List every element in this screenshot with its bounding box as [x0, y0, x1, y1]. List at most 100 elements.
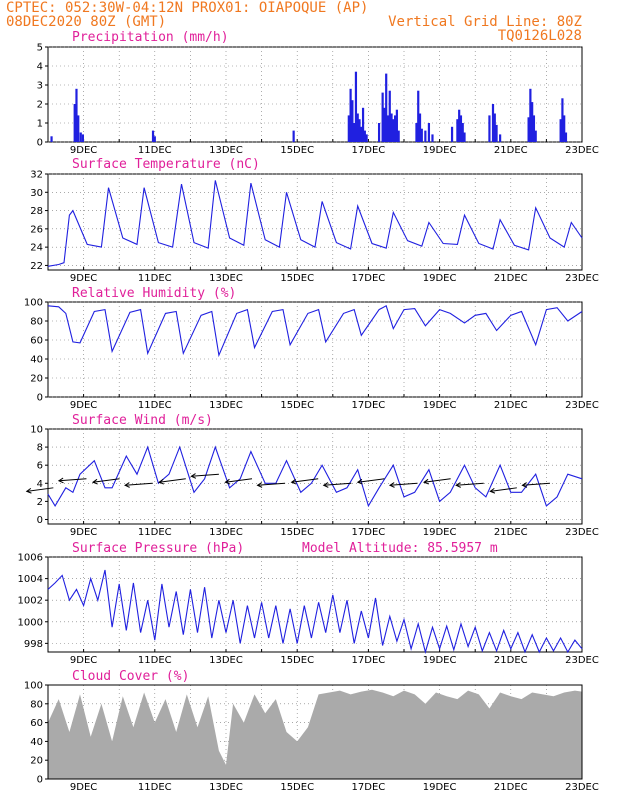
precip-bar	[397, 130, 400, 142]
precip-bar	[388, 90, 391, 142]
precip-bar	[79, 132, 82, 142]
temp-xtick-label: 19DEC	[423, 273, 457, 284]
precip-bar	[381, 92, 384, 142]
rh-xtick-label: 15DEC	[280, 400, 314, 411]
cloud-ytick-label: 0	[37, 775, 43, 786]
wind-ytick-label: 6	[37, 461, 43, 472]
precip-xtick-label: 19DEC	[423, 145, 457, 156]
pressure-ytick-label: 1004	[18, 574, 43, 585]
rh-xtick-label: 9DEC	[70, 400, 97, 411]
precip-ytick-label: 0	[37, 138, 43, 149]
rh-ytick-label: 60	[30, 336, 43, 347]
wind-vector-head	[489, 487, 496, 494]
precip-ytick-label: 5	[37, 43, 43, 54]
precip-bar	[292, 130, 295, 142]
precip-title: Precipitation (mm/h)	[72, 30, 229, 45]
pressure-xtick-label: 19DEC	[423, 655, 457, 666]
precip-bar	[418, 113, 422, 142]
wind-ytick-label: 2	[37, 497, 43, 508]
precip-xtick-label: 9DEC	[70, 145, 97, 156]
cloud-title: Cloud Cover (%)	[72, 669, 189, 684]
wind-ytick-label: 10	[30, 425, 43, 436]
temp-xtick-label: 9DEC	[70, 273, 97, 284]
precip-bar	[395, 109, 398, 142]
precip-bar	[532, 115, 536, 142]
pressure-xtick-label: 11DEC	[138, 655, 172, 666]
pressure-xtick-label: 21DEC	[494, 655, 528, 666]
rh-ytick-label: 40	[30, 355, 43, 366]
wind-vector	[58, 478, 87, 482]
precip-xtick-label: 23DEC	[565, 145, 599, 156]
precip-bar	[351, 100, 354, 142]
precip-xtick-label: 11DEC	[138, 145, 172, 156]
precip-bar	[347, 115, 350, 142]
temp-frame	[47, 173, 583, 271]
precip-ytick-label: 2	[37, 100, 43, 111]
precip-bar	[458, 109, 461, 142]
precip-bar	[385, 73, 388, 142]
wind-vector-head	[256, 482, 263, 488]
precip-bar	[456, 119, 459, 142]
precip-bar	[358, 119, 361, 142]
precip-bar	[50, 136, 53, 142]
precip-bar	[531, 102, 534, 142]
cloud-ytick-label: 40	[30, 737, 43, 748]
precip-ytick-label: 3	[37, 81, 43, 92]
precip-ytick-label: 1	[37, 119, 43, 130]
wind-ytick-label: 0	[37, 515, 43, 526]
wind-vector-head	[224, 478, 231, 485]
precip-bar	[386, 115, 390, 142]
precip-bar	[360, 126, 363, 142]
pressure-ytick-label: 1002	[18, 596, 43, 607]
wind-vector-head	[290, 478, 297, 485]
wind-vector	[125, 482, 153, 486]
precip-bar	[363, 130, 366, 142]
rh-line	[47, 305, 583, 358]
precip-ytick-label: 4	[37, 62, 43, 73]
precip-bar	[390, 113, 393, 142]
pressure-ytick-label: 1000	[18, 617, 43, 628]
temp-xtick-label: 23DEC	[565, 273, 599, 284]
wind-title: Surface Wind (m/s)	[72, 413, 213, 428]
precip-bar	[361, 107, 365, 142]
rh-ytick-label: 100	[24, 298, 43, 309]
header-model: TQ0126L028	[498, 28, 582, 44]
precip-bar	[353, 123, 356, 142]
wind-vector	[490, 487, 517, 492]
wind-xtick-label: 23DEC	[565, 527, 599, 538]
cloud-xtick-label: 19DEC	[423, 782, 457, 793]
precip-frame	[47, 46, 583, 143]
precip-bar	[415, 123, 418, 142]
precip-xtick-label: 13DEC	[209, 145, 243, 156]
rh-ytick-label: 0	[37, 393, 43, 404]
precip-bar	[561, 98, 564, 142]
cloud-xtick-label: 17DEC	[352, 782, 386, 793]
precip-xtick-label: 21DEC	[494, 145, 528, 156]
precip-bar	[488, 115, 491, 142]
precip-bar	[81, 134, 84, 142]
pressure-ytick-label: 1006	[18, 553, 43, 564]
pressure-xtick-label: 15DEC	[280, 655, 314, 666]
wind-vector	[423, 478, 451, 483]
precip-bar	[73, 104, 76, 142]
wind-vector	[522, 482, 550, 486]
precip-bar	[559, 119, 562, 142]
wind-vector-head	[423, 478, 429, 485]
precip-bar	[534, 130, 537, 142]
pressure-xtick-label: 23DEC	[565, 655, 599, 666]
pressure-ytick-label: 998	[24, 639, 43, 650]
pressure-xtick-label: 13DEC	[209, 655, 243, 666]
temp-ytick-label: 22	[30, 261, 43, 272]
cloud-frame-top	[47, 684, 583, 780]
precip-bar	[377, 123, 381, 142]
precip-bar	[383, 107, 386, 142]
cloud-xtick-label: 9DEC	[70, 782, 97, 793]
temp-ytick-label: 32	[30, 170, 43, 181]
wind-ytick-label: 8	[37, 443, 43, 454]
wind-vector-head	[190, 473, 197, 479]
rh-xtick-label: 17DEC	[352, 400, 386, 411]
header-grid-line: Vertical Grid Line: 80Z	[388, 14, 582, 30]
wind-vector	[291, 478, 319, 483]
wind-vector-head	[455, 482, 461, 488]
rh-title: Relative Humidity (%)	[72, 286, 236, 301]
